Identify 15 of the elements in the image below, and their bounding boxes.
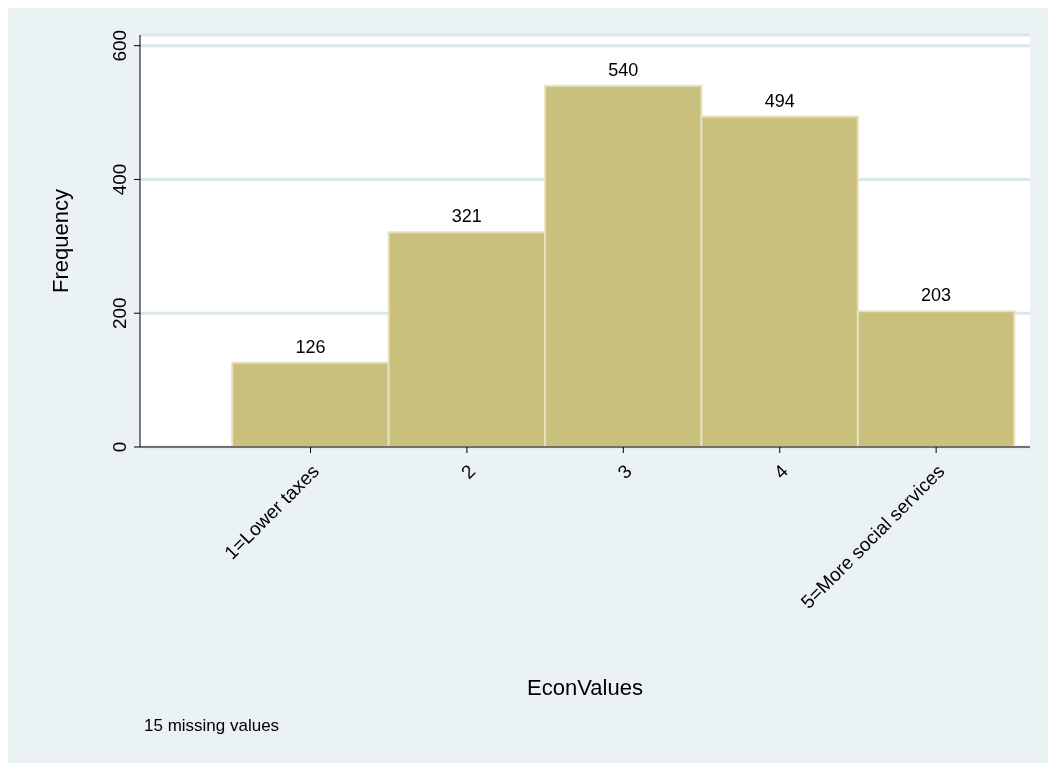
- data-label: 203: [921, 285, 952, 306]
- y-tick-label: 600: [109, 29, 130, 62]
- x-tick-label: 3: [613, 460, 636, 483]
- x-tick-label: 4: [769, 460, 793, 483]
- x-tick-label: 2: [457, 460, 480, 483]
- data-label: 321: [451, 206, 482, 227]
- data-label: 540: [608, 59, 639, 80]
- data-label: 126: [295, 336, 326, 357]
- y-tick-label: 0: [109, 441, 130, 453]
- text: 15 missing values: [144, 716, 280, 736]
- data-label: 494: [764, 90, 795, 111]
- y-axis-title: Frequency: [47, 189, 73, 293]
- y-tick-label: 400: [109, 163, 130, 196]
- x-axis-title: EconValues: [527, 674, 643, 700]
- y-tick-label: 200: [109, 297, 130, 330]
